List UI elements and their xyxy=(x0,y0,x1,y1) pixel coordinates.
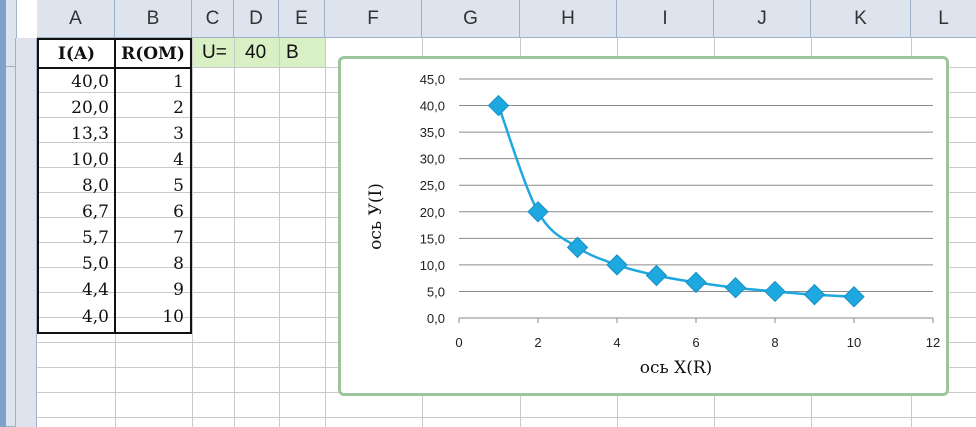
voltage-unit[interactable]: B xyxy=(286,41,299,63)
y-tick-label: 35,0 xyxy=(420,125,445,140)
data-point-marker[interactable] xyxy=(527,201,549,223)
row-header-strip xyxy=(6,67,16,427)
y-tick-label: 10,0 xyxy=(420,258,445,273)
data-point-marker[interactable] xyxy=(645,264,668,287)
chart-area[interactable]: 0,0 5,0 10,0 15,0 20,0 25,0 30,0 35,0 40,0 45,0 0… xyxy=(338,56,949,396)
column-header-d[interactable]: D xyxy=(234,0,279,38)
resistance-cell[interactable]: 6 xyxy=(173,202,184,222)
data-point-marker[interactable] xyxy=(487,94,510,117)
x-tick-label: 10 xyxy=(847,335,861,350)
x-tick-label: 0 xyxy=(455,335,462,350)
voltage-value[interactable]: 40 xyxy=(245,41,267,63)
series-line xyxy=(497,105,855,299)
grid-line xyxy=(234,38,235,427)
grid-line xyxy=(325,38,326,427)
column-header-g[interactable]: G xyxy=(422,0,520,38)
header-resistance[interactable]: R(OM) xyxy=(121,43,185,64)
resistance-cell[interactable]: 2 xyxy=(173,98,184,118)
resistance-cell[interactable]: 9 xyxy=(173,280,184,300)
data-point-marker[interactable] xyxy=(843,286,865,308)
grid-line xyxy=(37,417,976,418)
resistance-cell[interactable]: 4 xyxy=(173,150,184,170)
y-tick-label: 20,0 xyxy=(420,205,445,220)
y-tick-label: 40,0 xyxy=(420,99,445,114)
y-axis-label: ось У(I) xyxy=(366,183,386,250)
current-cell[interactable]: 4,0 xyxy=(81,306,109,327)
current-cell[interactable]: 5,7 xyxy=(81,228,109,248)
voltage-cell[interactable] xyxy=(192,38,325,67)
current-cell[interactable]: 20,0 xyxy=(71,98,109,118)
table-border xyxy=(37,38,39,334)
resistance-cell[interactable]: 7 xyxy=(173,228,184,248)
x-tick-label: 12 xyxy=(926,335,940,350)
resistance-cell[interactable]: 3 xyxy=(173,124,184,144)
column-header-b[interactable]: B xyxy=(115,0,192,38)
data-point-marker[interactable] xyxy=(606,254,628,276)
x-tick-label: 2 xyxy=(534,335,541,350)
current-cell[interactable]: 4,4 xyxy=(81,280,109,300)
current-cell[interactable]: 10,0 xyxy=(71,150,109,170)
current-cell[interactable]: 13,3 xyxy=(71,124,109,144)
select-all-corner[interactable] xyxy=(6,0,17,39)
voltage-label[interactable]: U= xyxy=(202,41,227,63)
row-number-column xyxy=(16,38,37,427)
y-tick-label: 45,0 xyxy=(420,72,445,87)
column-header-e[interactable]: E xyxy=(279,0,325,38)
x-tick-label: 6 xyxy=(692,335,699,350)
row-header-strip xyxy=(6,38,16,67)
y-tick-label: 0,0 xyxy=(427,311,445,326)
current-cell[interactable]: 40,0 xyxy=(71,72,109,92)
resistance-cell[interactable]: 10 xyxy=(162,306,184,327)
y-tick-label: 5,0 xyxy=(427,284,445,299)
y-tick-label: 15,0 xyxy=(420,231,445,246)
column-header-i[interactable]: I xyxy=(617,0,714,38)
x-axis-label: ось X(R) xyxy=(640,358,713,378)
resistance-cell[interactable]: 5 xyxy=(173,176,184,196)
column-header-a[interactable]: A xyxy=(37,0,115,38)
data-point-marker[interactable] xyxy=(764,280,786,303)
column-header-l[interactable]: L xyxy=(911,0,976,38)
current-cell[interactable]: 5,0 xyxy=(81,254,109,274)
data-point-marker[interactable] xyxy=(724,277,747,299)
header-current[interactable]: I(A) xyxy=(57,43,96,64)
window-left-edge xyxy=(0,0,6,427)
table-border xyxy=(114,38,116,334)
current-cell[interactable]: 8,0 xyxy=(81,176,109,196)
column-header-k[interactable]: K xyxy=(811,0,911,38)
resistance-cell[interactable]: 8 xyxy=(173,254,184,274)
grid-line xyxy=(192,38,193,427)
data-point-marker[interactable] xyxy=(685,271,707,294)
y-tick-label: 30,0 xyxy=(420,152,445,167)
column-header-j[interactable]: J xyxy=(714,0,811,38)
data-point-marker[interactable] xyxy=(566,236,589,259)
table-border xyxy=(190,38,192,334)
resistance-cell[interactable]: 1 xyxy=(173,72,184,92)
column-header-f[interactable]: F xyxy=(325,0,422,38)
current-cell[interactable]: 6,7 xyxy=(81,202,109,222)
column-header-c[interactable]: C xyxy=(192,0,234,38)
data-point-marker[interactable] xyxy=(803,283,826,306)
grid-line xyxy=(279,38,280,427)
column-header-h[interactable]: H xyxy=(520,0,617,38)
y-tick-label: 25,0 xyxy=(420,178,445,193)
x-tick-label: 4 xyxy=(613,335,620,350)
scatter-chart: 0,0 5,0 10,0 15,0 20,0 25,0 30,0 35,0 40,0 45,0 0… xyxy=(366,72,940,378)
x-tick-label: 8 xyxy=(771,335,778,350)
